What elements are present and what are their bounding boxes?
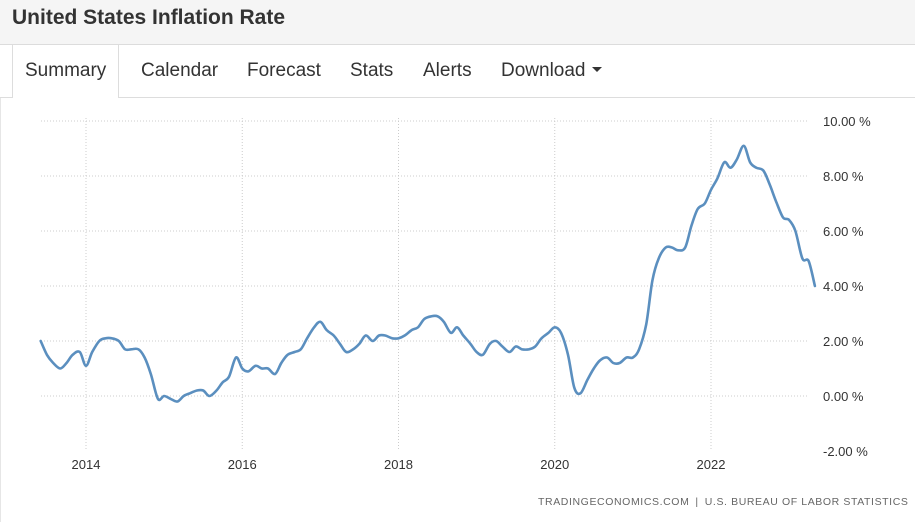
y-tick-label: -2.00 % (823, 444, 868, 459)
tab-summary[interactable]: Summary (12, 45, 120, 98)
source-agency: U.S. BUREAU OF LABOR STATISTICS (704, 496, 909, 508)
horizontal-gridlines (41, 120, 809, 397)
caret-down-icon (591, 66, 602, 72)
tab-bar: Summary Calendar Forecast Stats Alerts D… (0, 45, 915, 98)
y-tick-label: 8.00 % (823, 169, 864, 184)
y-tick-label: 2.00 % (823, 334, 864, 349)
x-tick-label: 2020 (540, 457, 569, 472)
y-axis-labels: 10.00 % 8.00 % 6.00 % 4.00 % 2.00 % 0.00 % -2.… (823, 114, 871, 459)
x-tick-label: 2014 (72, 457, 101, 472)
tab-download[interactable]: Download (501, 45, 602, 97)
x-axis-labels: 2014 2016 2018 2020 2022 (72, 457, 726, 472)
source-separator: | (695, 496, 699, 508)
x-tick-label: 2016 (228, 457, 257, 472)
title-bar: United States Inflation Rate (0, 0, 915, 45)
inflation-line-chart: 10.00 % 8.00 % 6.00 % 4.00 % 2.00 % 0.00 % -2.… (39, 114, 871, 472)
y-tick-label: 4.00 % (823, 279, 864, 294)
source-provider[interactable]: TRADINGECONOMICS.COM (538, 496, 690, 508)
tab-alerts[interactable]: Alerts (423, 60, 472, 81)
y-tick-label: 6.00 % (823, 224, 864, 239)
tab-stats[interactable]: Stats (350, 60, 394, 81)
tab-forecast[interactable]: Forecast (247, 60, 321, 81)
y-tick-label: 10.00 % (823, 114, 871, 129)
page-title: United States Inflation Rate (12, 6, 286, 29)
chart-source: TRADINGECONOMICS.COM | U.S. BUREAU OF LABO… (538, 496, 909, 508)
x-tick-label: 2022 (697, 457, 726, 472)
tab-download-label: Download (501, 60, 586, 81)
x-tick-label: 2018 (384, 457, 413, 472)
chart-container: 10.00 % 8.00 % 6.00 % 4.00 % 2.00 % 0.00 % -2.… (0, 98, 915, 522)
tab-calendar[interactable]: Calendar (141, 60, 219, 81)
y-tick-label: 0.00 % (823, 389, 864, 404)
series-line-inflation-rate (39, 144, 817, 403)
